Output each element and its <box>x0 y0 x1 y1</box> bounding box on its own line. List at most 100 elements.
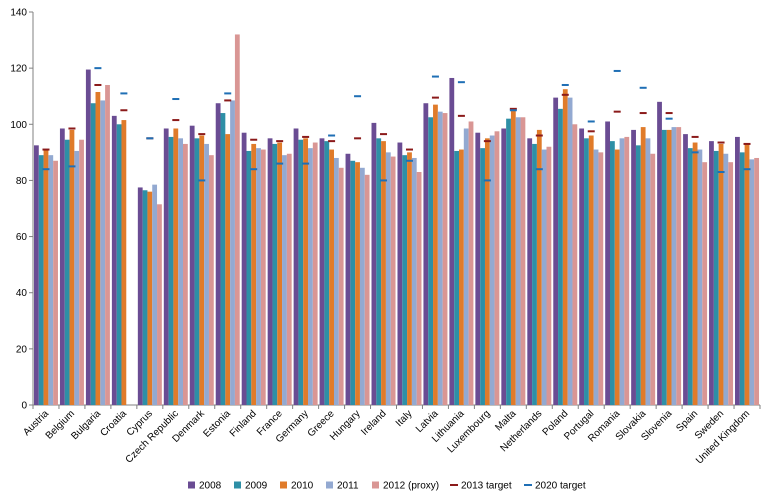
legend-swatch <box>326 481 333 489</box>
bar <box>558 108 563 405</box>
bar <box>256 148 261 405</box>
bar <box>541 149 547 405</box>
target-marker <box>743 168 751 171</box>
target-marker <box>535 168 543 171</box>
bar <box>168 136 174 406</box>
x-tick-label: Ireland <box>359 408 388 437</box>
bar <box>371 122 377 405</box>
target-marker <box>68 127 76 130</box>
bar <box>308 148 313 405</box>
target-marker <box>483 140 491 143</box>
legend-swatch <box>280 481 287 489</box>
target-marker <box>172 98 180 101</box>
bar <box>215 103 221 405</box>
bar <box>605 121 610 405</box>
bar <box>121 120 127 405</box>
x-tick-labels: AustriaBelgiumBulgariaCroatiaCyprusCzech… <box>21 408 752 467</box>
bar <box>572 124 578 406</box>
bar <box>277 142 283 405</box>
bar <box>246 150 252 405</box>
bar <box>183 143 188 405</box>
target-marker <box>42 168 50 171</box>
legend-label: 2013 target <box>461 481 512 492</box>
bar <box>584 138 589 406</box>
bar <box>33 145 39 405</box>
bar <box>157 204 162 405</box>
bar <box>69 129 75 405</box>
target-marker <box>587 120 595 123</box>
target-marker <box>717 171 725 174</box>
bar <box>423 103 429 405</box>
bar <box>739 152 745 405</box>
target-marker <box>743 142 751 145</box>
y-tick-label: 120 <box>10 64 27 75</box>
target-marker <box>302 162 310 165</box>
bar <box>645 138 651 406</box>
bar <box>735 136 740 406</box>
bar <box>147 191 153 405</box>
target-marker <box>302 135 310 138</box>
bar <box>407 152 412 405</box>
bar <box>251 143 257 405</box>
bar <box>661 129 667 405</box>
target-marker <box>94 83 102 86</box>
target-marker <box>613 69 621 72</box>
bar <box>433 104 438 405</box>
target-marker <box>561 93 569 96</box>
bar <box>428 117 434 406</box>
bar <box>74 150 80 405</box>
bar <box>631 129 636 405</box>
bar <box>204 143 209 405</box>
bar <box>230 100 235 406</box>
bar <box>744 143 750 405</box>
bar <box>702 162 708 405</box>
bar <box>59 128 65 405</box>
bar <box>324 141 330 405</box>
bar <box>163 128 169 405</box>
bar <box>220 113 226 406</box>
target-marker <box>691 151 699 154</box>
target-marker <box>561 83 569 86</box>
legend-swatch <box>372 481 379 489</box>
bar <box>442 113 448 406</box>
target-marker <box>120 109 128 112</box>
legend-swatch <box>234 481 241 489</box>
legend-label: 2020 target <box>535 481 586 492</box>
bar <box>282 155 287 405</box>
bar <box>260 149 266 405</box>
bar <box>381 141 386 405</box>
bar <box>79 139 84 405</box>
target-marker <box>224 99 232 102</box>
y-tick-label: 100 <box>10 120 27 131</box>
bar <box>687 148 693 405</box>
bar <box>567 97 573 405</box>
bar <box>494 131 500 405</box>
target-marker <box>639 86 647 89</box>
bar <box>671 127 677 405</box>
legend-swatch <box>188 481 195 489</box>
target-marker <box>457 81 465 84</box>
bar <box>579 128 585 405</box>
bar <box>90 103 96 405</box>
legend-label: 2008 <box>199 481 222 492</box>
bar <box>709 141 714 405</box>
bar <box>333 157 339 405</box>
bar <box>411 157 417 405</box>
legend-dash <box>450 484 458 486</box>
target-marker <box>354 137 362 140</box>
bar <box>510 108 516 405</box>
bar <box>53 160 58 405</box>
bar <box>100 100 106 406</box>
bar <box>116 124 122 406</box>
bar <box>593 149 599 405</box>
target-marker <box>276 140 284 143</box>
bar <box>338 167 344 405</box>
bar <box>588 135 594 405</box>
target-marker <box>509 107 517 110</box>
legend-dash <box>524 484 532 486</box>
target-marker <box>354 95 362 98</box>
bar <box>173 128 179 405</box>
target-marker <box>224 92 232 95</box>
bar <box>199 135 205 405</box>
target-marker <box>276 162 284 165</box>
